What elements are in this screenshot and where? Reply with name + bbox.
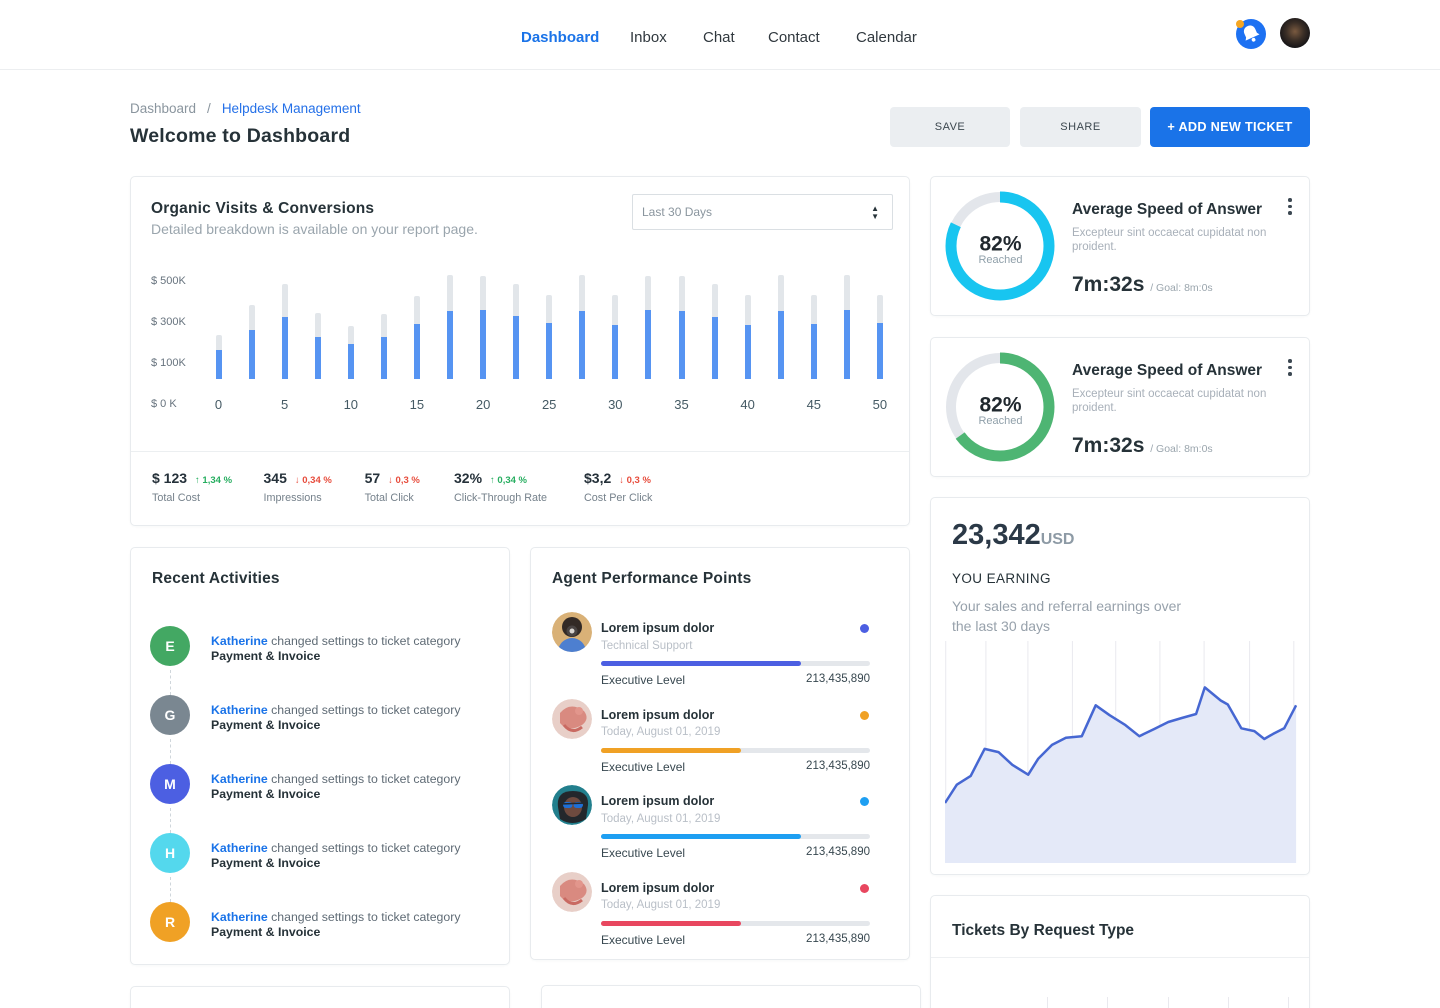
svg-text:Reached: Reached [978, 415, 1022, 427]
svg-text:82%: 82% [979, 394, 1021, 417]
svg-text:Reached: Reached [978, 254, 1022, 266]
svg-text:82%: 82% [979, 233, 1021, 256]
